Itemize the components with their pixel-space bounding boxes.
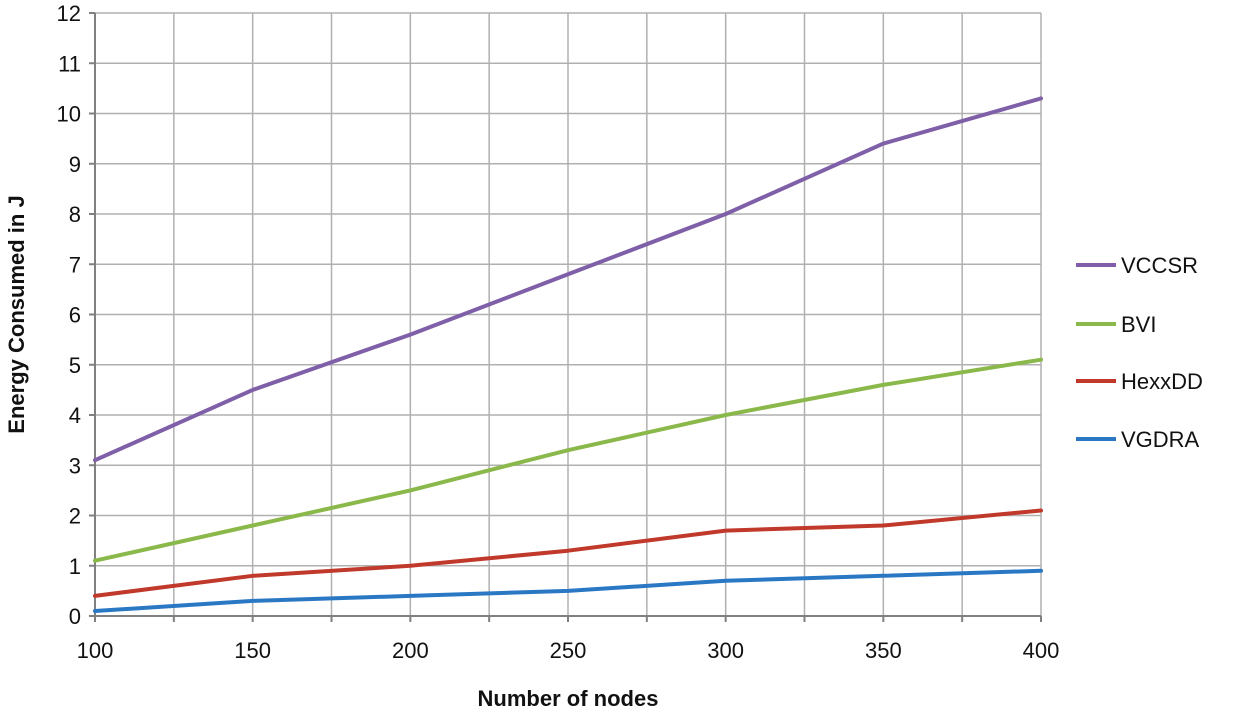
series-line-vgdra	[93, 568, 1043, 613]
x-tick-label: 100	[77, 638, 114, 663]
y-tick-label: 8	[69, 202, 81, 227]
y-tick-label: 10	[57, 102, 81, 127]
x-tick-label: 200	[392, 638, 429, 663]
y-tick-label: 9	[69, 152, 81, 177]
x-axis-title: Number of nodes	[478, 686, 659, 711]
series-line-bvi	[93, 357, 1043, 563]
legend-label-vccsr: VCCSR	[1121, 253, 1198, 278]
y-tick-label: 5	[69, 353, 81, 378]
series-line-hexxdd	[93, 508, 1043, 598]
y-tick-label: 6	[69, 303, 81, 328]
y-tick-label: 2	[69, 504, 81, 529]
y-tick-label: 12	[57, 1, 81, 26]
y-tick-label: 1	[69, 554, 81, 579]
y-tick-label: 3	[69, 453, 81, 478]
series-lines	[93, 96, 1043, 613]
x-tick-label: 150	[234, 638, 271, 663]
y-tick-label: 7	[69, 252, 81, 277]
series-line-vccsr	[93, 96, 1043, 463]
axes	[89, 12, 1042, 622]
legend-label-vgdra: VGDRA	[1121, 427, 1200, 452]
legend-label-hexxdd: HexxDD	[1121, 369, 1203, 394]
x-tick-label: 350	[865, 638, 902, 663]
y-tick-label: 11	[58, 51, 81, 76]
x-tick-label: 250	[550, 638, 587, 663]
legend: VCCSR BVI HexxDD VGDRA	[1076, 253, 1203, 452]
x-tick-label: 400	[1023, 638, 1060, 663]
legend-label-bvi: BVI	[1121, 312, 1156, 337]
y-tick-label: 0	[69, 604, 81, 629]
x-tick-label: 300	[707, 638, 744, 663]
y-axis-title: Energy Consumed in J	[4, 195, 29, 433]
y-tick-label: 4	[69, 403, 81, 428]
